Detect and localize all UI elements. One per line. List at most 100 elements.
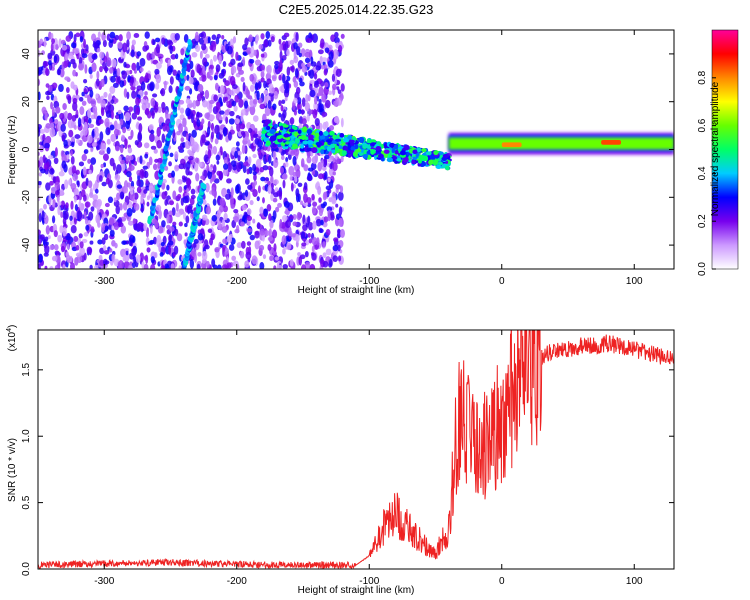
spectrogram-speckle [69,219,73,226]
spectrogram-speckle [268,83,274,88]
spectrogram-speckle [110,109,114,120]
spectrogram-speckle [66,243,70,250]
spectrogram-speckle [143,263,149,269]
spectrogram-speckle [319,55,323,65]
spectrogram-speckle [300,200,304,206]
spectrogram-speckle [109,124,115,131]
spectrogram-speckle [281,99,286,105]
spectrogram-speckle [232,216,237,221]
spectrogram-speckle [102,245,107,252]
spectrogram-speckle [100,142,104,153]
spectrogram-speckle [252,171,257,176]
spectrogram-speckle [123,88,128,98]
spectrogram-speckle [193,238,199,244]
spectrogram-speckle [241,204,248,211]
spectrogram-speckle [266,203,272,212]
spectrogram-speckle [273,265,277,269]
spectrogram-speckle [280,104,284,112]
spectrogram-speckle [119,144,124,154]
spectrogram-speckle [283,32,290,38]
spectrogram-speckle [321,111,328,117]
spectrogram-speckle [281,215,288,222]
spectrogram-speckle [38,172,43,177]
spectrogram-transition-point [306,140,314,145]
spectrogram-speckle [117,41,123,50]
spectrogram-speckle [198,33,204,38]
x-tick-label: -300 [94,276,114,287]
spectrogram-speckle [192,100,197,110]
spectrogram-speckle [222,205,228,213]
spectrogram-transition-point [421,148,427,153]
spectrogram-speckle [323,191,328,199]
spectrogram-speckle [318,197,322,203]
spectrogram-transition-point [408,148,413,154]
spectrogram-speckle [201,43,207,51]
spectrogram-transition-point [403,156,409,163]
spectrogram-speckle [194,162,199,172]
spectrogram-speckle [313,96,318,105]
spectrogram-speckle [269,219,274,229]
y-tick-label: 1.0 [21,429,32,443]
spectrogram-speckle [312,220,317,230]
spectrogram-speckle [98,254,103,261]
spectrogram-speckle [215,64,221,73]
spectrogram-speckle [250,45,255,56]
spectrogram-speckle [74,203,78,212]
spectrogram-speckle [51,38,55,44]
spectrogram-speckle [209,75,213,81]
spectrogram-transition-point [297,129,302,134]
spectrogram-speckle [222,60,227,68]
spectrogram-speckle [114,114,121,120]
spectrogram-transition-point [425,151,432,156]
spectrogram-speckle [215,36,220,45]
x-tick-label: -300 [94,576,114,587]
spectrogram-speckle [168,226,175,232]
spectrogram-speckle [337,228,341,235]
spectrogram-speckle [304,251,309,258]
spectrogram-speckle [38,70,43,75]
spectrogram-speckle [196,119,201,127]
spectrogram-speckle [213,178,220,184]
spectrogram-speckle [234,184,240,194]
spectrogram-speckle [310,251,315,257]
spectrogram-speckle [281,235,287,245]
spectrogram-speckle [249,73,255,82]
spectrogram-speckle [295,188,300,197]
spectrogram-speckle [150,129,155,135]
spectrogram-speckle [38,160,41,168]
spectrogram-speckle [286,242,292,251]
spectrogram-speckle [316,92,321,97]
spectrogram-speckle [131,62,137,71]
spectrogram-speckle [139,168,145,179]
spectrogram-speckle [89,264,93,269]
spectrogram-speckle [102,39,107,48]
spectrogram-speckle [161,133,166,144]
spectrogram-transition-point [300,143,305,149]
spectrogram-speckle [109,217,115,226]
spectrogram-speckle [221,35,225,40]
spectrogram-speckle [39,234,45,240]
spectrogram-speckle [73,188,79,197]
spectrogram-transition-point [329,130,335,136]
spectrogram-speckle [171,170,176,178]
spectrogram-speckle [308,238,313,244]
spectrogram-speckle [125,250,129,256]
spectrogram-speckle [114,34,120,41]
spectrogram-speckle [101,222,105,233]
spectrogram-speckle [263,230,270,237]
spectrogram-speckle [109,31,116,39]
spectrogram-speckle [290,182,294,192]
spectrogram-speckle [293,109,298,116]
spectrogram-speckle [227,103,233,109]
spectrogram-speckle [127,220,134,226]
spectrogram-speckle [169,200,175,206]
spectrogram-speckle [279,43,283,52]
spectrogram-y-label: Frequency (Hz) [7,116,18,185]
spectrogram-speckle [321,57,328,62]
spectrogram-speckle [43,203,47,210]
spectrogram-speckle [223,212,228,221]
spectrogram-speckle [259,228,266,236]
spectrogram-transition-point [323,131,329,137]
spectrogram-speckle [257,185,261,194]
spectrogram-speckle [271,75,277,82]
